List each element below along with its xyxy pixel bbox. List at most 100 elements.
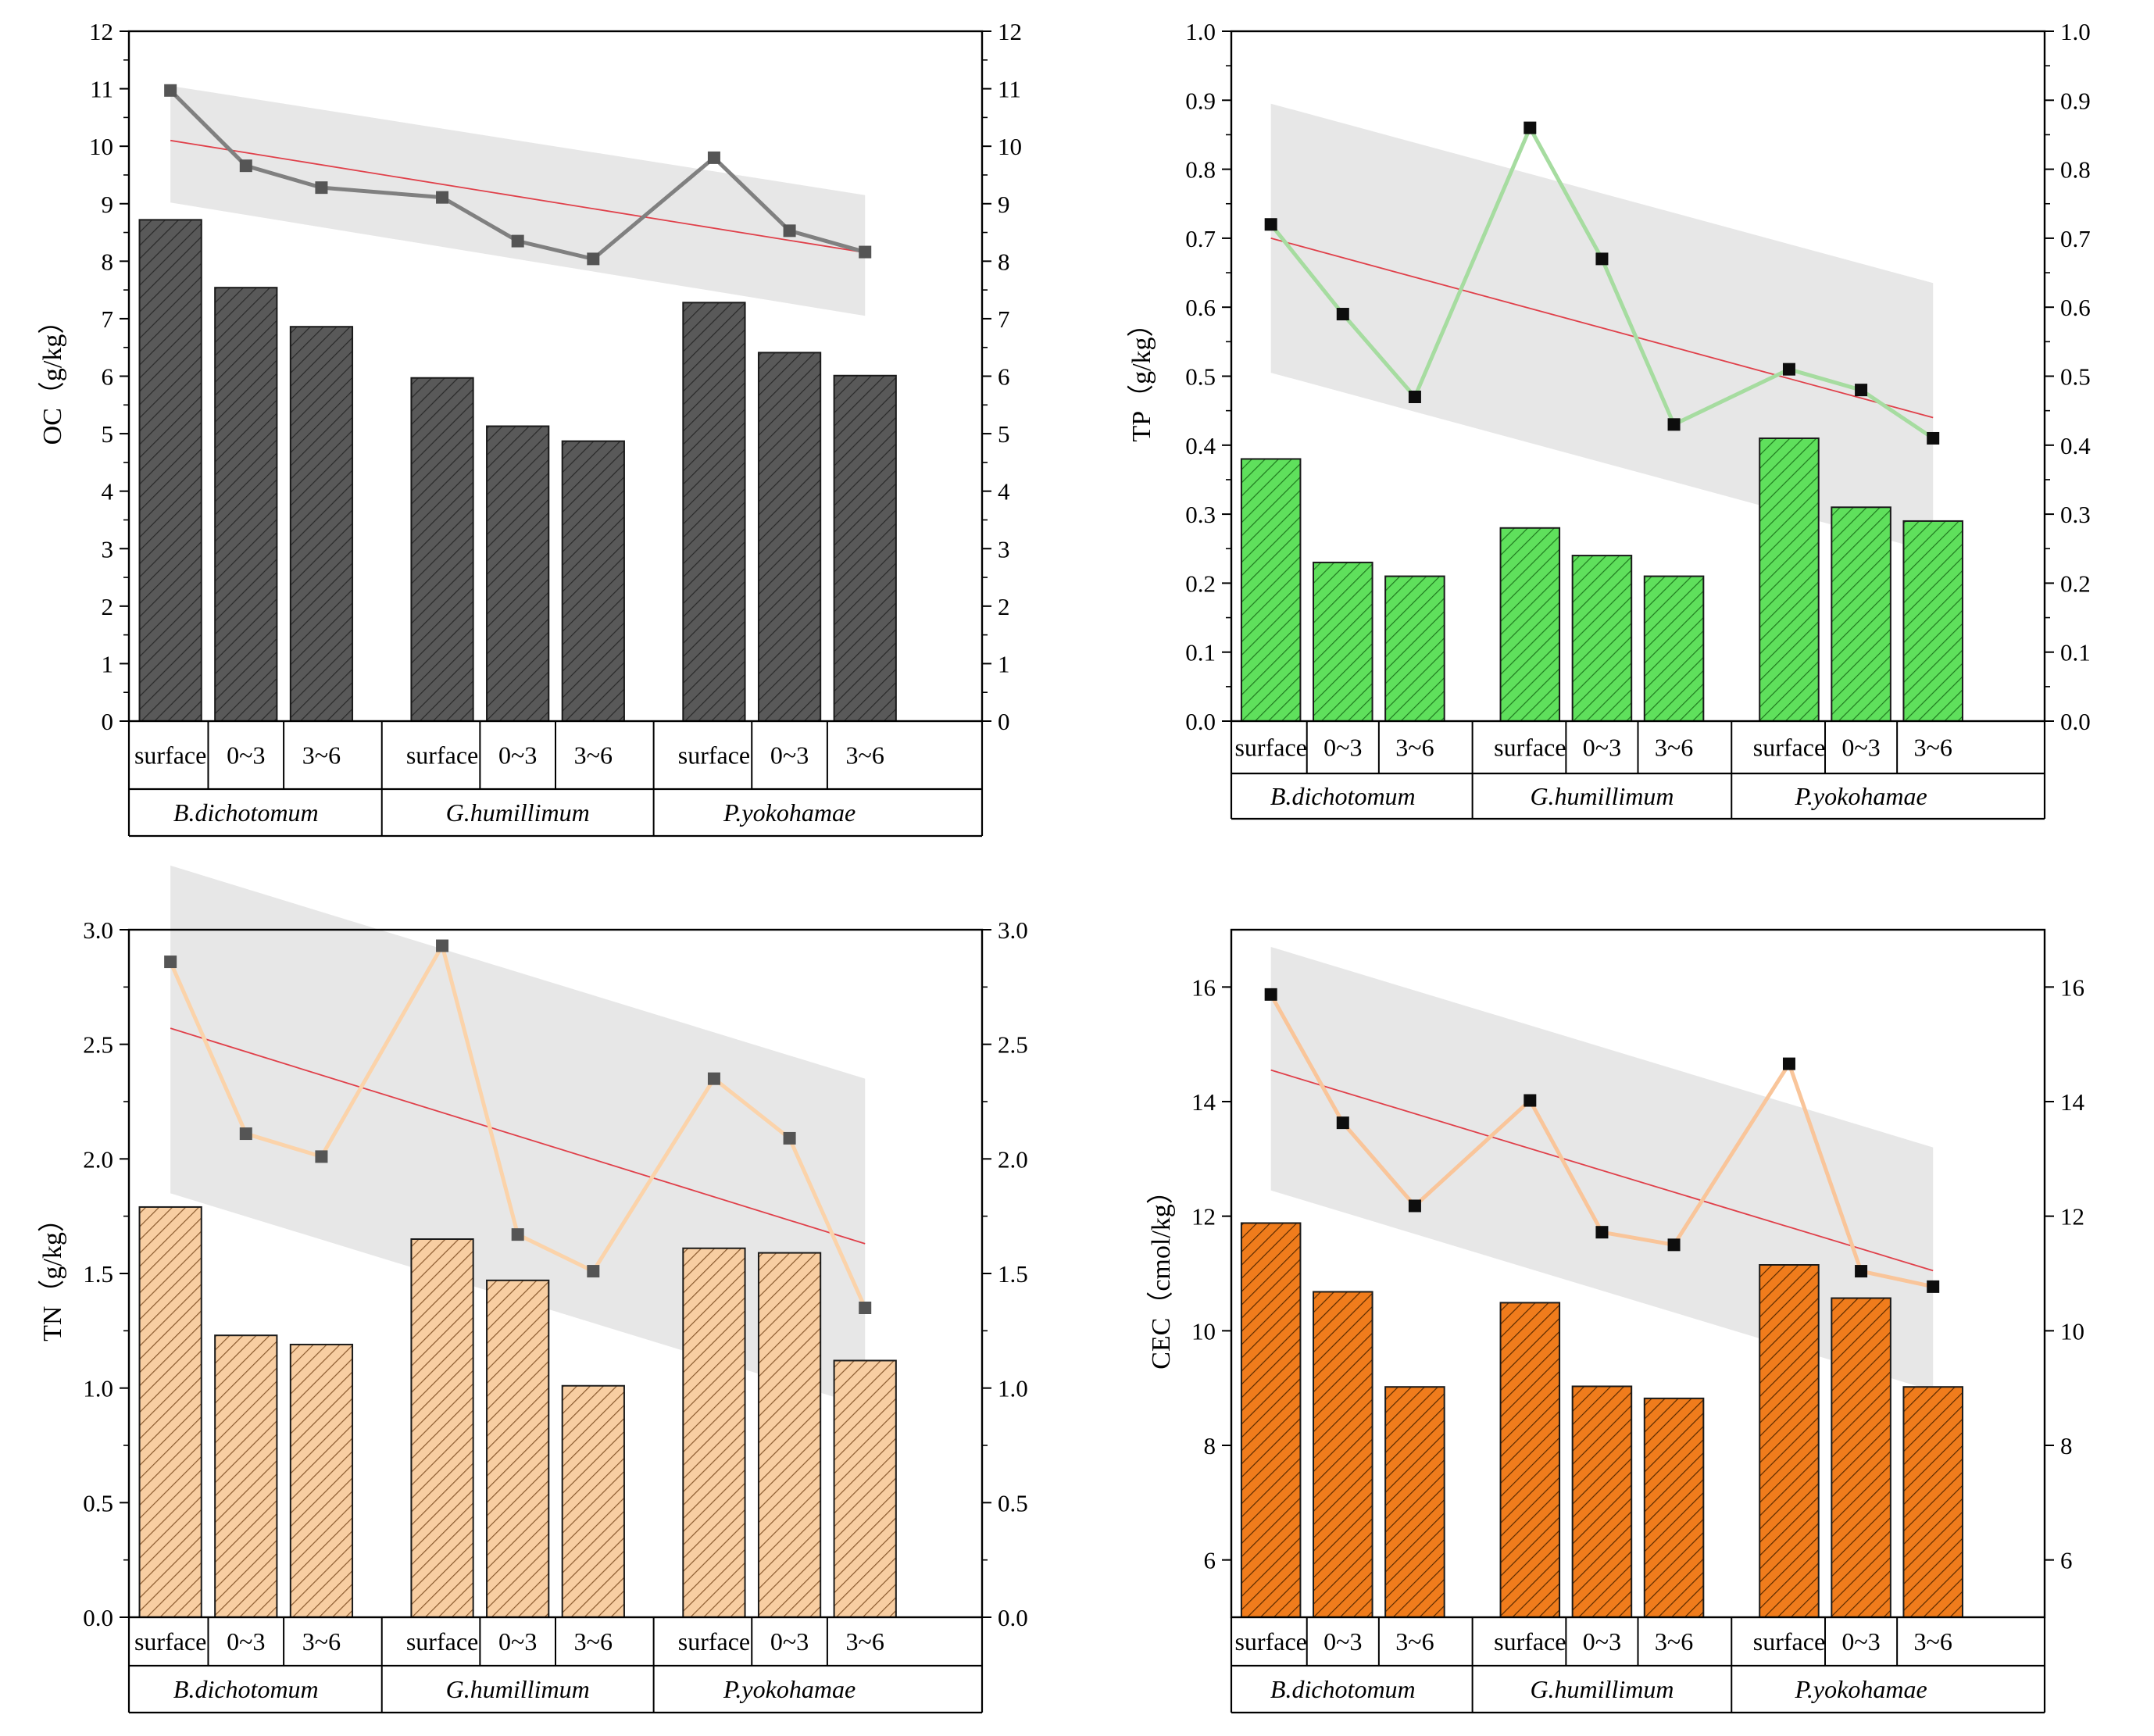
line-marker — [587, 252, 600, 266]
line-marker — [859, 1302, 872, 1314]
category-label: 3~6 — [574, 741, 613, 770]
trend-line — [170, 1027, 866, 1245]
category-label: 0~3 — [1841, 734, 1880, 762]
category-label: surface — [1753, 734, 1825, 762]
y-tick-label-right: 0.3 — [2060, 501, 2091, 528]
line-marker — [315, 181, 328, 195]
y-tick-label-left: 1 — [102, 650, 114, 677]
y-tick-label-right: 0.5 — [2060, 363, 2091, 391]
group-label: P.yokohamae — [723, 1675, 856, 1703]
line-marker — [1336, 308, 1349, 321]
y-tick-label-right: 7 — [998, 305, 1010, 333]
line-marker — [1855, 384, 1868, 397]
y-tick-label-left: 0.4 — [1185, 432, 1216, 459]
bar — [833, 374, 897, 722]
bar — [289, 326, 354, 722]
bar — [1240, 1222, 1302, 1618]
y-axis-label: CEC（cmol/kg） — [1146, 1177, 1176, 1370]
confidence-band — [170, 85, 866, 316]
y-tick-label-left: 0.0 — [83, 1604, 113, 1631]
group-label: B.dichotomum — [1270, 1675, 1416, 1703]
group-label: P.yokohamae — [1795, 1675, 1927, 1703]
y-axis-label: TN（g/kg） — [38, 1206, 67, 1341]
bar — [138, 1206, 202, 1618]
y-tick-label-right: 1 — [998, 650, 1010, 677]
line-marker — [164, 84, 177, 97]
line-marker — [707, 1072, 720, 1085]
trend-line — [170, 139, 866, 254]
line-marker — [1408, 1199, 1421, 1213]
y-tick-label-right: 0.6 — [2060, 294, 2091, 321]
y-tick-label-right: 9 — [998, 191, 1010, 218]
category-label: 3~6 — [1914, 734, 1952, 762]
chart-panel-tp: 0.0 0.0 0.1 0.1 0.2 0.2 0.3 0.3 0.4 0.4 0.5 0.5 0.6 0… — [1127, 18, 2091, 820]
bar — [757, 1252, 822, 1618]
y-tick-label-left: 8 — [102, 248, 114, 275]
category-label: surface — [406, 1627, 478, 1656]
bar — [214, 1334, 278, 1618]
y-tick-label-left: 6 — [102, 363, 114, 391]
line-marker — [1667, 1238, 1681, 1252]
line-marker — [1524, 1094, 1537, 1107]
y-tick-label-left: 8 — [1204, 1432, 1216, 1459]
y-tick-label-left: 3.0 — [83, 916, 113, 944]
y-tick-label-left: 1.5 — [83, 1260, 113, 1288]
line-marker — [1595, 252, 1609, 266]
category-label: 0~3 — [770, 1627, 809, 1656]
bar — [1902, 520, 1963, 722]
bar — [486, 425, 550, 723]
bar — [1499, 1302, 1561, 1619]
line-marker — [859, 245, 872, 259]
group-label: P.yokohamae — [1795, 782, 1927, 810]
y-tick-label-right: 0.1 — [2060, 639, 2091, 666]
line-marker — [1855, 1265, 1868, 1278]
y-tick-label-left: 10 — [89, 133, 113, 160]
line-marker — [511, 234, 524, 248]
group-label: G.humillimum — [1530, 782, 1674, 810]
line-marker — [1524, 121, 1537, 134]
category-label: 3~6 — [1395, 1627, 1434, 1656]
category-label: 0~3 — [227, 741, 265, 770]
y-tick-label-left: 0.5 — [83, 1489, 113, 1516]
line-marker — [1927, 431, 1940, 445]
group-label: B.dichotomum — [173, 1675, 319, 1703]
category-label: 0~3 — [227, 1627, 265, 1656]
chart-panel-cec: 6 6 8 8 10 10 12 12 14 14 16 16 CEC（cmol/kg） surface 0… — [1146, 928, 2085, 1714]
chart-panel-tn: 0.0 0.0 0.5 0.5 1.0 1.0 1.5 1.5 2.0 2.0 2.5 2.5 3.0 3… — [38, 865, 1028, 1714]
category-label: surface — [678, 1627, 750, 1656]
category-label: 0~3 — [1323, 1627, 1362, 1656]
bar — [757, 352, 822, 722]
line-marker — [1782, 363, 1795, 376]
bar — [1759, 1264, 1820, 1618]
group-label: B.dichotomum — [1270, 782, 1416, 810]
category-label: 0~3 — [1323, 734, 1362, 762]
line-marker — [436, 939, 449, 952]
y-tick-label-right: 1.0 — [2060, 18, 2091, 45]
y-tick-label-left: 0.6 — [1185, 294, 1216, 321]
line-marker — [707, 151, 720, 164]
y-tick-label-left: 0.5 — [1185, 363, 1216, 391]
bar — [410, 1238, 474, 1618]
line-marker — [783, 224, 796, 238]
trend-line — [1270, 1069, 1934, 1272]
y-tick-label-left: 16 — [1191, 973, 1216, 1001]
line-marker — [511, 1228, 524, 1241]
category-label: surface — [134, 1627, 206, 1656]
y-tick-label-right: 0.0 — [2060, 708, 2091, 735]
bar — [1759, 437, 1820, 722]
y-tick-label-left: 0.3 — [1185, 501, 1216, 528]
y-tick-label-left: 12 — [89, 18, 113, 45]
y-tick-label-right: 14 — [2060, 1088, 2085, 1116]
category-label: surface — [678, 741, 750, 770]
category-label: 3~6 — [302, 741, 341, 770]
bar — [561, 1384, 625, 1618]
y-tick-label-left: 0.9 — [1185, 87, 1216, 114]
line-marker — [315, 1150, 328, 1163]
bar — [1643, 575, 1705, 722]
category-label: 3~6 — [574, 1627, 613, 1656]
y-tick-label-left: 0 — [102, 708, 114, 735]
line-marker — [239, 1127, 252, 1141]
bar — [1831, 506, 1891, 723]
y-tick-label-left: 2.5 — [83, 1031, 113, 1059]
line-marker — [1408, 390, 1421, 403]
